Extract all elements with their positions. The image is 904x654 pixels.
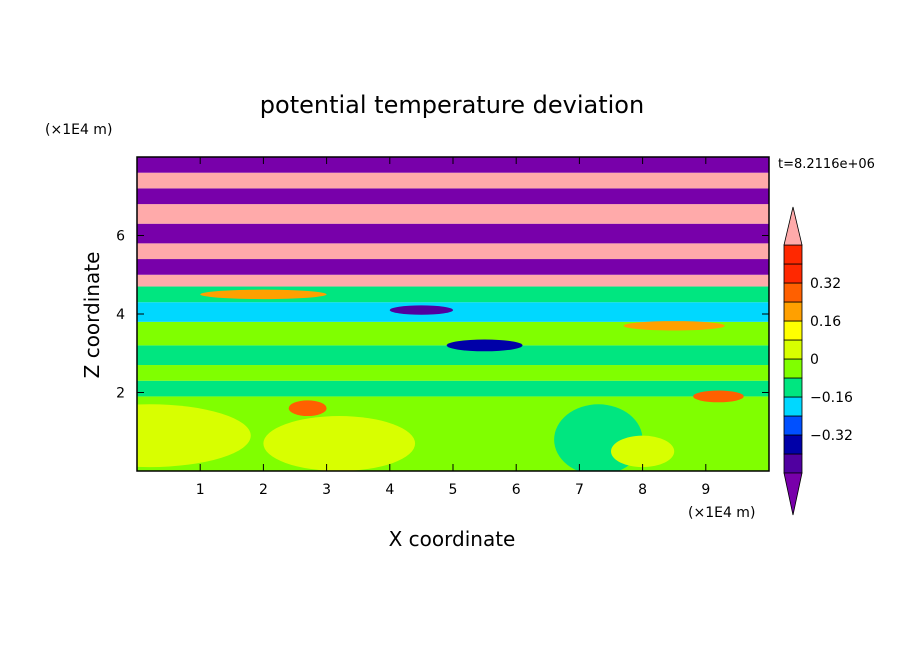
field-region-0 xyxy=(137,404,251,468)
y-axis-ticks: 2 4 6 xyxy=(116,229,769,402)
x-axis-ticks: 1 2 3 4 5 6 7 8 9 xyxy=(196,157,710,498)
x-tick-label: 8 xyxy=(638,482,647,498)
y-axis-label: Z coordinate xyxy=(80,252,104,379)
field-region-4 xyxy=(288,400,327,417)
field-band-4 xyxy=(137,321,769,346)
field-region-9 xyxy=(200,289,327,300)
colorbar-segment xyxy=(783,282,803,303)
field-band-10 xyxy=(137,223,769,244)
colorbar-segment xyxy=(783,396,803,417)
field-region-8 xyxy=(623,321,725,331)
x-tick-label: 5 xyxy=(449,482,458,498)
colorbar-tick-label: 0.16 xyxy=(810,314,841,330)
colorbar-extend-bottom xyxy=(783,472,803,516)
colorbar-tick-label: 0 xyxy=(810,352,819,368)
time-label: t=8.2116e+06 xyxy=(778,157,875,172)
contour-field xyxy=(137,157,769,471)
field-band-1 xyxy=(137,380,769,397)
x-tick-label: 2 xyxy=(259,482,268,498)
x-tick-label: 7 xyxy=(575,482,584,498)
chart-title: potential temperature deviation xyxy=(260,91,644,119)
y-tick-label: 2 xyxy=(116,386,125,402)
field-band-2 xyxy=(137,365,769,381)
field-band-5 xyxy=(137,302,769,322)
y-axis-unit: (×1E4 m) xyxy=(45,122,112,138)
x-tick-label: 1 xyxy=(196,482,205,498)
colorbar-segment xyxy=(783,358,803,379)
colorbar-segment xyxy=(783,339,803,360)
colorbar-segment xyxy=(783,244,803,265)
field-band-7 xyxy=(137,274,769,287)
colorbar-segment xyxy=(783,263,803,284)
colorbar-segment xyxy=(783,434,803,455)
x-tick-label: 3 xyxy=(322,482,331,498)
field-band-8 xyxy=(137,259,769,275)
colorbar: 0.32 0.16 0 −0.16 −0.32 xyxy=(783,206,853,516)
x-axis-unit: (×1E4 m) xyxy=(688,505,755,521)
x-axis-label: X coordinate xyxy=(389,527,516,551)
field-band-9 xyxy=(137,243,769,260)
colorbar-tick-label: −0.32 xyxy=(810,428,853,444)
field-band-13 xyxy=(137,172,769,189)
x-tick-label: 9 xyxy=(701,482,710,498)
field-band-12 xyxy=(137,188,769,205)
colorbar-tick-label: −0.16 xyxy=(810,390,853,406)
colorbar-segment xyxy=(783,320,803,341)
y-tick-label: 4 xyxy=(116,307,125,323)
field-band-14 xyxy=(137,157,769,173)
field-region-6 xyxy=(446,339,523,352)
field-region-5 xyxy=(693,390,744,403)
field-band-11 xyxy=(137,204,769,224)
colorbar-segment xyxy=(783,301,803,322)
field-region-1 xyxy=(263,416,416,471)
x-tick-label: 6 xyxy=(512,482,521,498)
y-tick-label: 6 xyxy=(116,229,125,245)
colorbar-segment xyxy=(783,415,803,436)
field-region-7 xyxy=(389,305,453,315)
field-region-3 xyxy=(611,435,675,468)
colorbar-segment xyxy=(783,453,803,474)
colorbar-segment xyxy=(783,377,803,398)
colorbar-tick-label: 0.32 xyxy=(810,276,841,292)
field-band-3 xyxy=(137,345,769,366)
x-tick-label: 4 xyxy=(385,482,394,498)
colorbar-extend-top xyxy=(783,206,803,246)
